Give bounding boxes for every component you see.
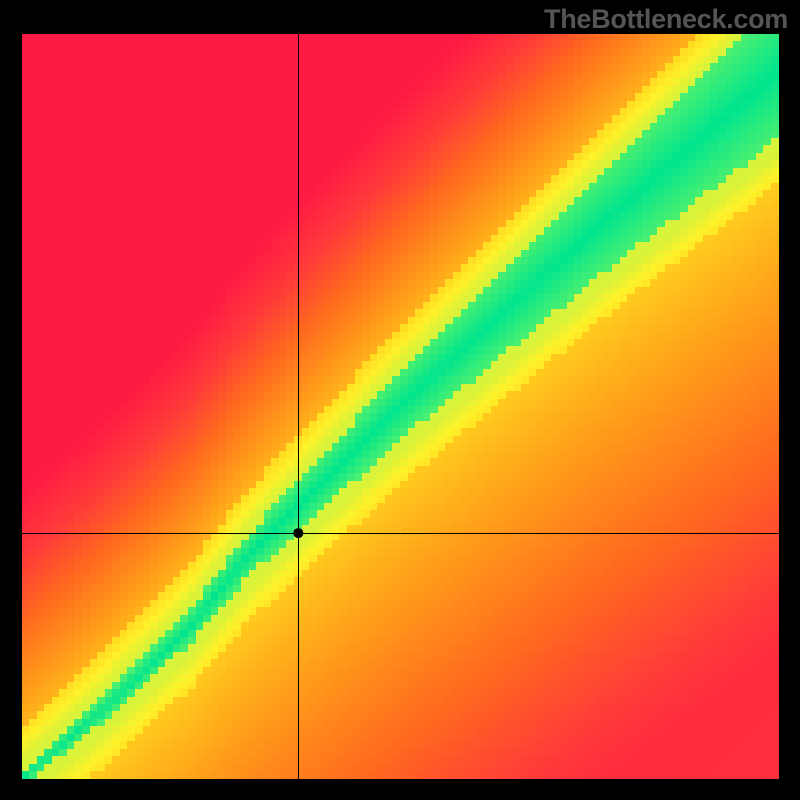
bottleneck-heatmap: [22, 34, 779, 779]
chart-container: TheBottleneck.com: [0, 0, 800, 800]
watermark-text: TheBottleneck.com: [544, 4, 788, 35]
